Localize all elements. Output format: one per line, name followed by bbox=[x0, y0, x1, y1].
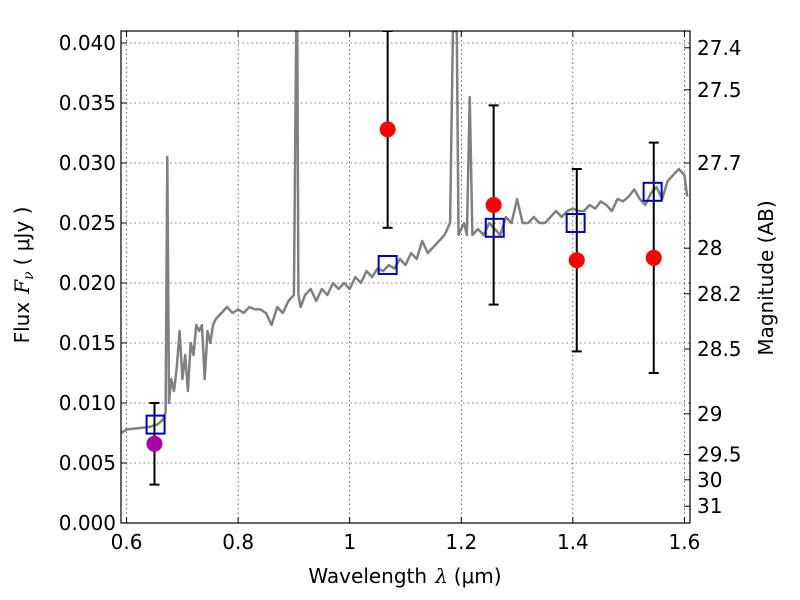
x-axis-ticks: 0.6 0.8 1 1.2 1.4 1.6 bbox=[111, 31, 701, 554]
y-tick-label: 0.040 bbox=[59, 31, 116, 55]
model-spectrum-line bbox=[121, 31, 689, 435]
y-axis-ticks: 0.000 0.005 0.010 0.015 0.020 0.025 0.030 0.035… bbox=[59, 31, 127, 535]
observed-flux-point bbox=[645, 249, 662, 266]
grid-lines bbox=[121, 31, 690, 524]
y2-tick-label: 29 bbox=[697, 402, 722, 426]
y-tick-label: 0.015 bbox=[59, 331, 116, 355]
model-flux-square bbox=[484, 217, 505, 238]
x-tick-label: 0.8 bbox=[222, 530, 254, 554]
y2-tick-label: 28.2 bbox=[697, 282, 742, 306]
axes-frame bbox=[120, 30, 691, 524]
y2-axis-label: Magnitude (AB) bbox=[754, 200, 778, 355]
plot-area bbox=[121, 31, 689, 486]
y-axis-label: FluxFν( μJy ) bbox=[10, 207, 37, 344]
x-axis-label: Wavelength λ (μm) bbox=[308, 564, 501, 588]
observed-flux-point bbox=[568, 252, 585, 269]
y2-tick-label: 27.7 bbox=[697, 151, 742, 175]
y-tick-label: 0.030 bbox=[59, 151, 116, 175]
x-tick-label: 1.4 bbox=[557, 530, 589, 554]
observed-flux-point bbox=[485, 197, 502, 213]
y-tick-label: 0.025 bbox=[59, 211, 116, 235]
y-tick-label: 0.000 bbox=[59, 511, 116, 535]
y-tick-label: 0.005 bbox=[59, 451, 116, 475]
model-flux-square bbox=[145, 414, 166, 435]
model-flux-square bbox=[377, 255, 398, 275]
y2-tick-label: 28 bbox=[697, 236, 722, 260]
x-tick-label: 1.6 bbox=[669, 530, 701, 554]
y2-tick-label: 27.5 bbox=[697, 78, 742, 102]
x-tick-label: 1.2 bbox=[445, 530, 477, 554]
x-tick-label: 0.6 bbox=[111, 530, 143, 554]
model-flux-square bbox=[642, 181, 663, 202]
y2-tick-label: 30 bbox=[697, 468, 722, 492]
y2-tick-label: 27.4 bbox=[697, 36, 742, 60]
model-flux-square bbox=[565, 213, 586, 233]
y2-tick-label: 29.5 bbox=[697, 443, 742, 467]
y2-tick-label: 31 bbox=[697, 494, 722, 518]
y-tick-label: 0.010 bbox=[59, 391, 116, 415]
x-tick-label: 1 bbox=[343, 530, 356, 554]
y-tick-label: 0.035 bbox=[59, 91, 116, 115]
observed-flux-point bbox=[146, 435, 163, 452]
y2-tick-label: 28.5 bbox=[697, 337, 742, 361]
observed-flux-point bbox=[379, 121, 396, 138]
y-tick-label: 0.020 bbox=[59, 271, 116, 295]
series-group bbox=[121, 31, 689, 486]
